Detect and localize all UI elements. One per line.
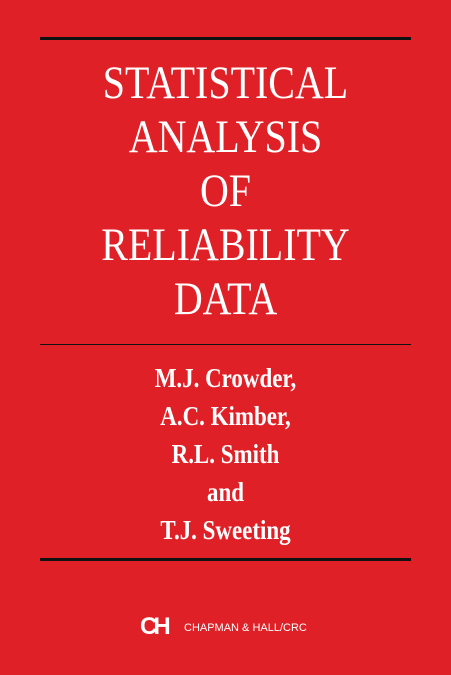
title-line: ANALYSIS xyxy=(128,111,323,163)
author-line: A.C. Kimber, xyxy=(160,401,291,431)
author-line: T.J. Sweeting xyxy=(160,515,291,545)
middle-rule xyxy=(40,344,411,345)
author-line: M.J. Crowder, xyxy=(154,363,297,393)
author-line: and xyxy=(206,477,245,507)
top-rule xyxy=(40,37,411,40)
author-line: R.L. Smith xyxy=(171,439,280,469)
publisher-logo: CH xyxy=(140,613,171,640)
publisher-name: CHAPMAN & HALL/CRC xyxy=(184,622,307,634)
bottom-rule xyxy=(40,558,411,561)
title-line: DATA xyxy=(173,273,278,325)
title-line: RELIABILITY xyxy=(101,219,350,271)
title-line: OF xyxy=(199,165,252,217)
title-line: STATISTICAL xyxy=(102,57,349,109)
